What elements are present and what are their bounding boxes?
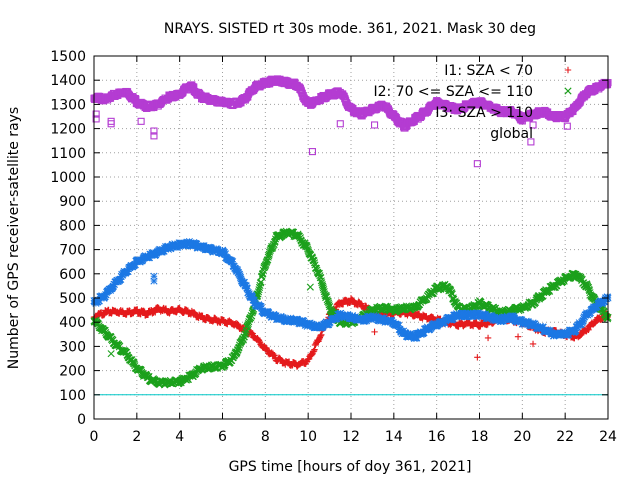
data-point xyxy=(316,272,324,280)
legend-label: I1: SZA < 70 xyxy=(444,63,533,79)
outlier-point xyxy=(371,121,379,129)
data-point xyxy=(95,297,103,305)
data-point xyxy=(429,289,437,297)
outlier-point xyxy=(563,122,571,130)
outlier-point xyxy=(306,283,314,291)
legend-label: I3: SZA > 110 xyxy=(435,105,533,121)
data-point xyxy=(131,261,139,269)
x-tick-label: 2 xyxy=(132,429,141,445)
data-point xyxy=(413,334,421,342)
data-point xyxy=(233,348,241,356)
outlier-point xyxy=(529,340,537,348)
x-tick-label: 18 xyxy=(471,429,489,445)
data-point xyxy=(221,250,229,258)
y-tick-label: 1400 xyxy=(50,73,86,89)
data-point xyxy=(320,285,328,294)
outlier-point xyxy=(150,277,158,285)
x-tick-label: 0 xyxy=(90,429,99,445)
series-3 xyxy=(90,238,612,343)
x-tick-label: 4 xyxy=(175,429,184,445)
y-tick-label: 400 xyxy=(59,315,86,331)
data-point xyxy=(264,256,272,264)
data-point xyxy=(254,288,263,296)
data-point xyxy=(229,258,237,266)
y-tick-label: 100 xyxy=(59,388,86,404)
data-point xyxy=(243,285,251,293)
y-axis-title: Number of GPS receiver-satellite rays xyxy=(6,107,22,369)
y-tick-label: 0 xyxy=(77,412,86,428)
y-tick-label: 1500 xyxy=(50,49,86,65)
data-point xyxy=(572,326,580,335)
outlier-point xyxy=(484,334,492,342)
y-tick-label: 300 xyxy=(59,339,86,355)
y-tick-label: 900 xyxy=(59,194,86,210)
y-tick-label: 500 xyxy=(59,291,86,307)
legend: I1: SZA < 70 I2: 70 <= SZA <= 110 I3: SZA … xyxy=(373,63,572,142)
outlier-point xyxy=(92,115,100,123)
chart-title: NRAYS. SISTED rt 30s mode. 361, 2021. Ma… xyxy=(164,21,536,37)
outlier-point xyxy=(150,272,158,280)
outlier-point xyxy=(529,121,537,129)
outlier-point xyxy=(107,120,115,128)
y-tick-label: 1200 xyxy=(50,122,86,138)
outlier-point xyxy=(150,132,158,140)
y-tick-label: 600 xyxy=(59,267,86,283)
outlier-point xyxy=(107,350,115,358)
outlier-point xyxy=(92,110,100,118)
series-4 xyxy=(90,75,612,168)
legend-marker xyxy=(564,66,572,74)
data-point xyxy=(145,254,154,262)
outlier-point xyxy=(527,138,535,146)
x-axis-title: GPS time [hours of doy 361, 2021] xyxy=(229,459,472,475)
x-tick-label: 8 xyxy=(261,429,270,445)
outlier-point xyxy=(371,328,378,336)
y-tick-label: 800 xyxy=(59,218,86,234)
data-point xyxy=(244,319,252,328)
data-point xyxy=(255,286,263,294)
data-point xyxy=(585,287,594,295)
x-tick-label: 14 xyxy=(385,429,403,445)
y-tick-label: 1100 xyxy=(50,146,86,162)
data-point xyxy=(395,322,403,330)
y-axis: 0 100 200 300 400 500 600 700 800 900 1000 1100 1200… xyxy=(50,49,608,428)
legend-label: global xyxy=(490,126,533,142)
legend-label: I2: 70 <= SZA <= 110 xyxy=(373,84,533,100)
data-point xyxy=(254,290,262,298)
data-point xyxy=(448,289,456,297)
data-point xyxy=(420,328,428,337)
outlier-point xyxy=(473,160,481,168)
x-tick-label: 22 xyxy=(556,429,574,445)
outlier-point xyxy=(137,117,145,125)
outlier-point xyxy=(336,120,344,128)
x-tick-label: 6 xyxy=(218,429,227,445)
data-point xyxy=(322,291,330,300)
data-point xyxy=(325,301,333,309)
y-tick-label: 700 xyxy=(59,243,86,259)
outlier-point xyxy=(150,127,158,135)
x-tick-label: 16 xyxy=(428,429,446,445)
outlier-point xyxy=(474,354,481,361)
data-point xyxy=(238,336,246,344)
data-marks xyxy=(90,75,612,389)
y-tick-label: 1000 xyxy=(50,170,86,186)
x-tick-label: 12 xyxy=(342,429,360,445)
outlier-point xyxy=(308,148,317,156)
x-tick-label: 20 xyxy=(513,429,531,445)
y-tick-label: 200 xyxy=(59,364,86,380)
x-tick-label: 10 xyxy=(299,429,317,445)
data-point xyxy=(315,269,323,277)
legend-marker xyxy=(564,87,572,95)
outlier-point xyxy=(514,333,522,340)
x-axis: 0 2 4 6 8 10 12 14 16 18 20 22 24 xyxy=(90,56,617,445)
outlier-point xyxy=(107,117,115,125)
data-point xyxy=(248,309,256,317)
data-point xyxy=(449,315,457,323)
x-tick-label: 24 xyxy=(599,429,617,445)
y-tick-label: 1300 xyxy=(50,97,86,113)
